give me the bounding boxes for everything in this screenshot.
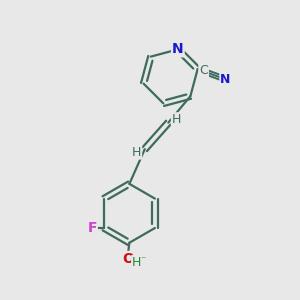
Text: H: H <box>132 256 141 269</box>
Text: N: N <box>172 42 184 56</box>
Text: ⁻: ⁻ <box>141 256 146 266</box>
Text: C: C <box>199 64 208 77</box>
Text: H: H <box>172 113 181 126</box>
Text: F: F <box>87 221 97 235</box>
Text: N: N <box>220 73 231 86</box>
Text: H: H <box>132 146 141 159</box>
Text: O: O <box>122 252 134 266</box>
